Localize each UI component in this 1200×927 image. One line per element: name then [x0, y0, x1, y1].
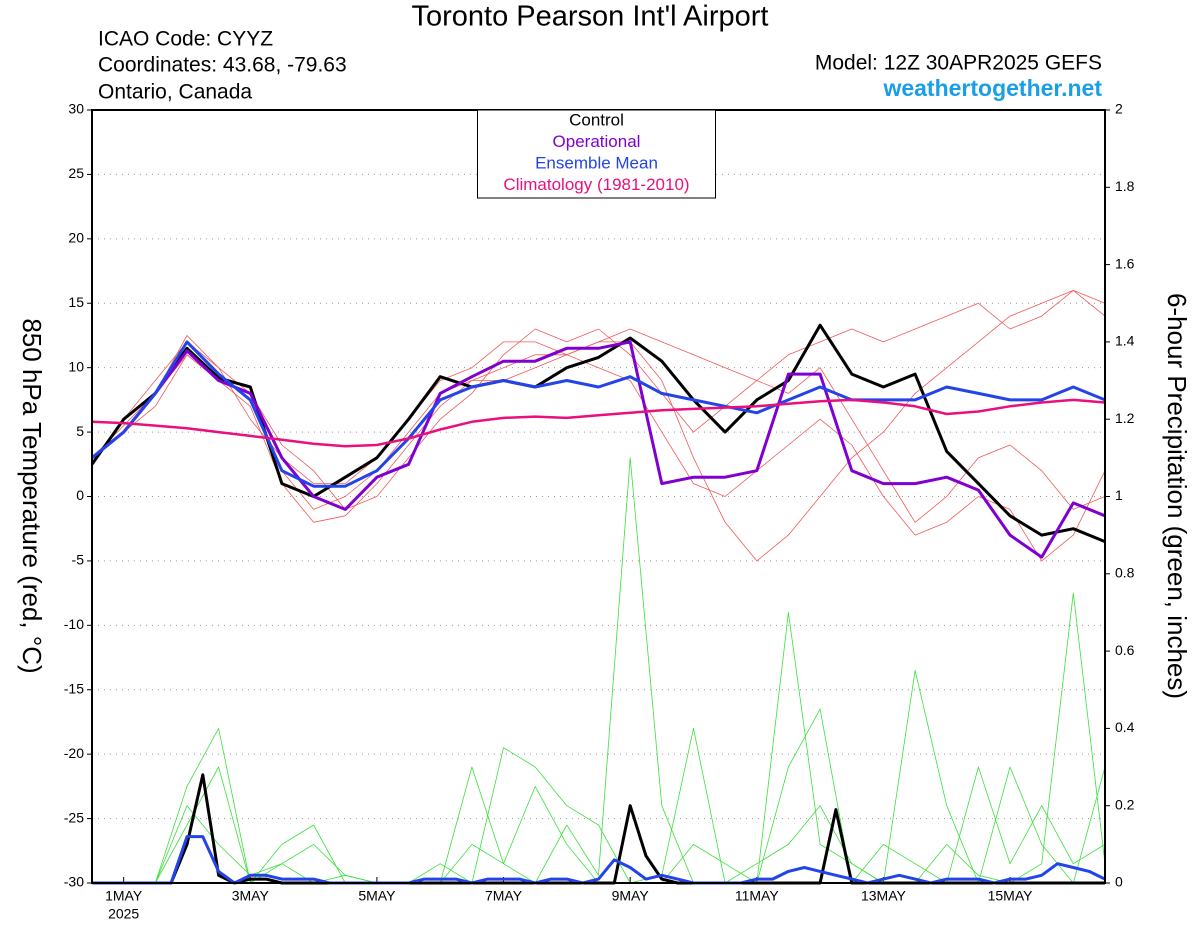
x-tick-label: 9MAY	[612, 888, 650, 904]
model: Model: 12Z 30APR2025 GEFS	[815, 52, 1102, 75]
series-line	[91, 398, 1106, 448]
y-tick-label: 10	[68, 358, 84, 374]
y-tick-label: 0	[76, 487, 84, 503]
y2-tick-label: 1.2	[1115, 410, 1135, 426]
y-tick-label: 25	[68, 165, 84, 181]
legend-entry: Ensemble Mean	[535, 153, 658, 172]
y-axis-label: 850 hPa Temperature (red, °C)	[17, 318, 47, 673]
y2-tick-label: 1	[1115, 487, 1123, 503]
y-tick-label: -5	[72, 552, 85, 568]
member-line	[91, 290, 1106, 484]
legend-box	[477, 109, 716, 199]
y-tick-label: 15	[68, 294, 84, 310]
y-tick-label: -15	[64, 680, 84, 696]
x-tick-label: 15MAY	[988, 888, 1034, 904]
y2-tick-label: 0.2	[1115, 796, 1135, 812]
y2-tick-label: 0	[1115, 874, 1123, 890]
x-tick-label: 3MAY	[232, 888, 270, 904]
location: Ontario, Canada	[98, 81, 252, 104]
source: weathertogether.net	[882, 75, 1102, 101]
series-line	[91, 340, 1106, 559]
y2-tick-label: 1.8	[1115, 178, 1135, 194]
y2-tick-label: 0.4	[1115, 719, 1135, 735]
member-line	[92, 670, 1106, 884]
x-tick-label: 7MAY	[485, 888, 523, 904]
y2-axis-label: 6-hour Precipitation (green, inches)	[1162, 293, 1192, 699]
x-tick-label: 1MAY	[105, 888, 143, 904]
x-tick-label: 13MAY	[861, 888, 907, 904]
y-tick-label: -10	[64, 616, 84, 632]
x-year-label: 2025	[108, 906, 139, 922]
icao: ICAO Code: CYYZ	[98, 28, 273, 51]
y2-tick-label: 1.6	[1115, 255, 1135, 271]
coordinates: Coordinates: 43.68, -79.63	[98, 54, 347, 77]
member-line	[92, 708, 1106, 884]
y2-tick-label: 1.4	[1115, 333, 1135, 349]
y-tick-label: 20	[68, 230, 84, 246]
y-tick-label: 5	[76, 423, 84, 439]
y-tick-label: -30	[64, 874, 84, 890]
member-line	[91, 328, 1106, 523]
y-tick-label: 30	[68, 101, 84, 117]
x-tick-label: 5MAY	[358, 888, 396, 904]
y-tick-label: -20	[64, 745, 84, 761]
y-tick-label: -25	[64, 809, 84, 825]
precip-line	[92, 835, 1106, 885]
precip-line	[92, 773, 1105, 885]
x-tick-label: 11MAY	[735, 888, 779, 904]
y2-tick-label: 2	[1115, 101, 1123, 117]
legend-entry: Control	[569, 110, 624, 129]
legend-entry: Operational	[553, 132, 641, 151]
member-line	[92, 457, 1106, 884]
y2-tick-label: 0.6	[1115, 642, 1135, 658]
y2-tick-label: 0.8	[1115, 565, 1135, 581]
series-line	[90, 323, 1106, 543]
legend-entry: Climatology (1981-2010)	[503, 175, 689, 194]
member-line	[91, 290, 1106, 562]
series-line	[91, 340, 1106, 488]
chart-title: Toronto Pearson Int'l Airport	[412, 1, 769, 33]
plot-frame	[91, 109, 1106, 884]
